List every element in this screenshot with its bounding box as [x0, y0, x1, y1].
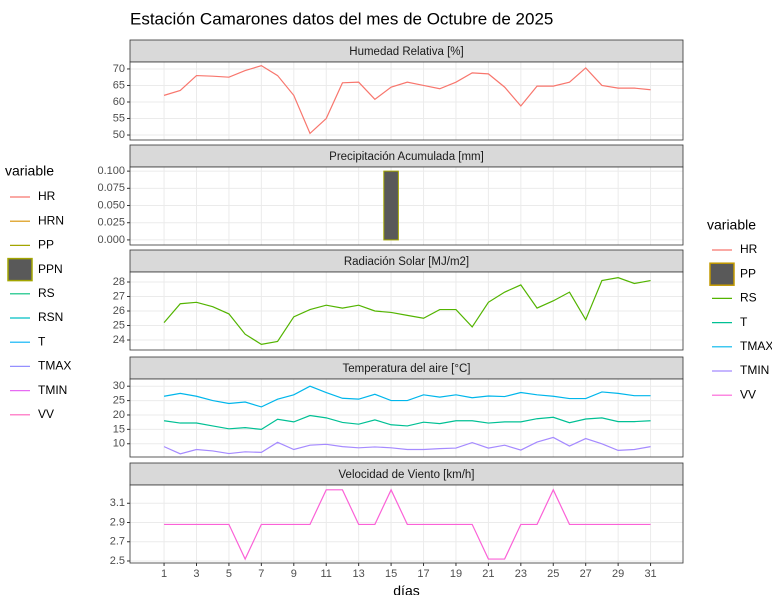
y-tick-label: 2.7	[110, 536, 125, 548]
panel-border	[129, 378, 684, 458]
y-tick-label: 70	[113, 63, 125, 75]
x-tick-label: 25	[547, 568, 559, 580]
y-tick-label: 55	[113, 112, 125, 124]
legend-label: PP	[740, 266, 756, 280]
strip-label: Velocidad de Viento [km/h]	[339, 469, 475, 481]
y-tick-label: 10	[113, 438, 125, 450]
x-tick-label: 1	[161, 568, 167, 580]
x-tick-label: 15	[385, 568, 397, 580]
legend-label: TMAX	[740, 339, 772, 353]
legend-label: HR	[38, 189, 56, 203]
x-tick-label: 27	[580, 568, 592, 580]
data-line	[164, 488, 651, 561]
y-tick-label: 0.025	[97, 217, 125, 229]
x-tick-label: 3	[193, 568, 199, 580]
y-tick-label: 0.050	[97, 199, 125, 211]
strip-label: Humedad Relativa [%]	[349, 46, 463, 58]
legend-label: TMAX	[38, 359, 71, 373]
y-tick-label: 30	[113, 380, 125, 392]
strip-label: Radiación Solar [MJ/m2]	[344, 256, 469, 268]
y-tick-label: 65	[113, 79, 125, 91]
y-tick-label: 27	[113, 290, 125, 302]
legend-key	[7, 257, 33, 282]
y-tick-label: 28	[113, 276, 125, 288]
x-tick-label: 29	[612, 568, 624, 580]
chart-title: Estación Camarones datos del mes de Octu…	[130, 9, 553, 28]
y-tick-label: 15	[113, 423, 125, 435]
legend-label: RSN	[38, 310, 63, 324]
y-tick-label: 2.5	[110, 555, 125, 567]
y-tick-label: 0.000	[97, 234, 125, 246]
y-tick-label: 20	[113, 409, 125, 421]
bar	[383, 170, 399, 241]
x-tick-label: 11	[321, 568, 332, 580]
x-tick-label: 19	[450, 568, 462, 580]
x-tick-label: 31	[644, 568, 656, 580]
data-line	[163, 277, 651, 345]
y-tick-label: 2.9	[110, 516, 125, 528]
plot-area	[130, 62, 683, 140]
y-tick-label: 24	[113, 334, 125, 346]
legend-title: variable	[707, 217, 756, 233]
strip-label: Temperatura del aire [°C]	[343, 363, 471, 375]
panel-border	[129, 61, 684, 141]
panel-border	[129, 166, 684, 246]
data-line	[163, 414, 651, 430]
legend-label: RS	[740, 291, 757, 305]
data-line	[163, 436, 651, 455]
x-tick-label: 17	[417, 568, 429, 580]
panel-border	[129, 271, 684, 351]
x-tick-label: 21	[482, 568, 494, 580]
legend-label: TMIN	[38, 383, 67, 397]
legend-title: variable	[5, 163, 54, 179]
legend-label: HRN	[38, 213, 64, 227]
data-line	[163, 385, 651, 408]
x-tick-label: 23	[515, 568, 527, 580]
y-tick-label: 26	[113, 305, 125, 317]
strip-label: Precipitación Acumulada [mm]	[329, 151, 484, 163]
legend-label: TMIN	[740, 363, 769, 377]
x-axis-label: días	[393, 583, 419, 595]
legend-key	[709, 262, 735, 286]
x-tick-label: 7	[258, 568, 264, 580]
y-tick-label: 50	[113, 129, 125, 141]
y-tick-label: 25	[113, 394, 125, 406]
y-tick-label: 60	[113, 96, 125, 108]
legend-label: PPN	[38, 262, 63, 276]
x-tick-label: 13	[353, 568, 365, 580]
y-tick-label: 0.075	[97, 182, 125, 194]
legend-label: RS	[38, 286, 55, 300]
y-tick-label: 3.1	[110, 497, 125, 509]
legend-label: T	[38, 334, 46, 348]
legend-label: HR	[740, 242, 758, 256]
x-tick-label: 5	[226, 568, 232, 580]
panel-border	[129, 484, 684, 564]
y-tick-label: 0.100	[97, 165, 125, 177]
data-line	[163, 64, 651, 135]
x-tick-label: 9	[291, 568, 297, 580]
y-tick-label: 25	[113, 319, 125, 331]
legend-label: T	[740, 315, 748, 329]
legend-label: VV	[740, 387, 756, 401]
legend-label: VV	[38, 407, 54, 421]
legend-label: PP	[38, 238, 54, 252]
